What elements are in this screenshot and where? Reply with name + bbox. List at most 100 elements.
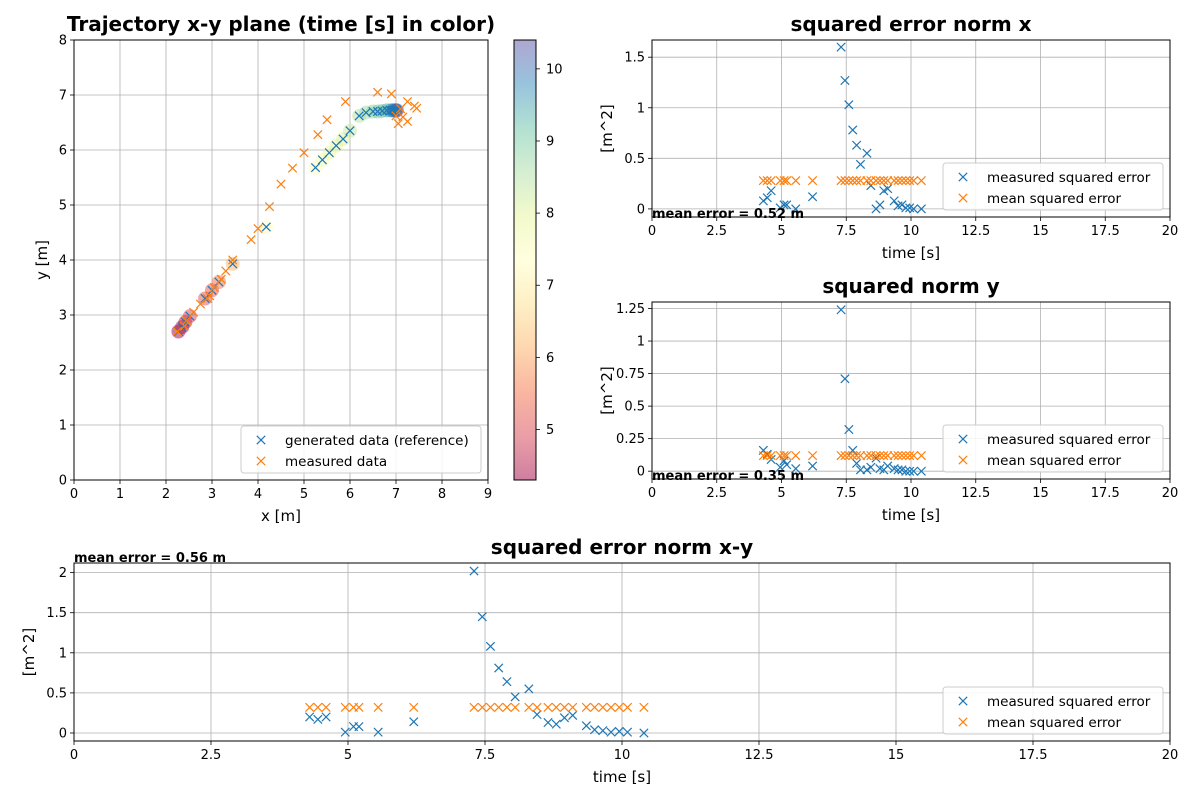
mean-error-annotation: mean error = 0.35 m: [652, 469, 804, 484]
data-point: [782, 175, 792, 186]
x-tick-label: 17.5: [1019, 748, 1048, 763]
data-point: [354, 721, 364, 732]
y-axis-label: [m^2]: [598, 366, 616, 414]
data-point: [338, 134, 348, 144]
data-point: [313, 129, 323, 140]
data-point: [889, 450, 899, 461]
data-point: [908, 466, 919, 476]
data-point: [216, 274, 226, 284]
data-point: [276, 179, 286, 189]
data-point: [532, 702, 542, 712]
data-point: [568, 702, 578, 712]
data-point: [568, 710, 578, 720]
panel-err_x: 0 2.5 5 7.5 10 12.5 15 17.5 20 0 0.5 1 1.5 squared er…: [598, 12, 1178, 262]
data-point: [179, 321, 190, 331]
data-point: [901, 450, 911, 461]
data-point: [762, 193, 772, 203]
data-point: [614, 726, 624, 737]
data-point: [905, 175, 915, 186]
data-point: [409, 717, 419, 727]
data-point: [908, 204, 919, 214]
plot-area: [171, 87, 422, 339]
data-point: [606, 727, 616, 737]
data-point: [485, 702, 496, 712]
data-point: [228, 255, 238, 265]
x-tick-label: 12.5: [961, 486, 990, 501]
data-point: [581, 702, 592, 712]
chart-title: Trajectory x-y plane (time [s] in color): [67, 12, 495, 36]
data-point: [862, 175, 872, 186]
x-tick-label: 2: [162, 487, 170, 502]
data-point: [324, 148, 334, 158]
data-point: [893, 450, 903, 461]
x-tick-label: 8: [438, 487, 446, 502]
data-point: [862, 148, 872, 158]
x-tick-label: 12.5: [961, 224, 990, 239]
data-point: [851, 175, 862, 186]
data-point: [469, 702, 479, 712]
y-tick-label: 4: [59, 254, 67, 269]
y-tick-label: 1.5: [624, 51, 645, 66]
x-tick-label: 7.5: [836, 224, 857, 239]
chart-title: squared error norm x: [790, 12, 1031, 36]
data-point: [246, 235, 256, 245]
data-point: [287, 163, 298, 173]
data-point: [901, 203, 911, 213]
colorbar: 5 6 7 8 9 10: [513, 39, 563, 481]
data-point: [836, 175, 846, 186]
data-point: [340, 702, 350, 712]
data-point: [182, 315, 192, 326]
data-point: [897, 175, 907, 186]
x-tick-label: 1: [116, 487, 124, 502]
y-tick-label: 1: [59, 419, 67, 434]
data-point: [305, 712, 315, 722]
colorbar-tick-label: 10: [546, 62, 563, 77]
data-point: [840, 374, 850, 384]
data-point: [840, 175, 850, 186]
axes-frame: [651, 39, 1171, 218]
data-point: [373, 702, 383, 712]
x-tick-label: 17.5: [1091, 224, 1120, 239]
legend-marker: [958, 717, 968, 727]
data-point: [875, 200, 885, 210]
data-point: [893, 175, 903, 186]
x-tick-label: 4: [254, 487, 262, 502]
data-point: [188, 307, 199, 317]
data-point: [758, 196, 768, 206]
colorbar-tick-label: 5: [546, 423, 554, 438]
data-point: [766, 175, 776, 186]
x-tick-label: 3: [208, 487, 216, 502]
data-point: [354, 702, 364, 712]
data-point: [775, 450, 785, 461]
data-point: [766, 450, 776, 461]
y-axis-label: y [m]: [33, 240, 51, 280]
data-point: [494, 663, 504, 673]
legend-label: mean squared error: [987, 715, 1122, 731]
data-point: [844, 100, 854, 110]
data-point: [908, 450, 919, 461]
y-tick-label: 0.25: [616, 432, 645, 447]
data-point: [598, 702, 608, 712]
series-1: [305, 702, 649, 712]
y-tick-label: 1.5: [46, 606, 67, 621]
data-point: [589, 702, 600, 712]
data-point: [879, 450, 889, 461]
series-1: [758, 175, 926, 186]
data-point: [807, 461, 818, 471]
x-tick-label: 7: [392, 487, 400, 502]
data-point: [791, 175, 801, 186]
plot-area: [758, 42, 926, 214]
x-axis-label: time [s]: [882, 244, 940, 262]
grid: [73, 39, 489, 481]
data-point: [791, 204, 801, 214]
data-point: [340, 727, 350, 737]
data-point: [313, 714, 323, 724]
data-point: [389, 105, 399, 116]
data-point: [622, 702, 633, 712]
y-tick-label: 6: [59, 144, 67, 159]
y-tick-label: 2: [59, 364, 67, 379]
data-point: [469, 566, 479, 576]
y-tick-label: 5: [59, 199, 67, 214]
x-axis-label: time [s]: [882, 506, 940, 524]
x-axis-label: time [s]: [593, 768, 651, 786]
